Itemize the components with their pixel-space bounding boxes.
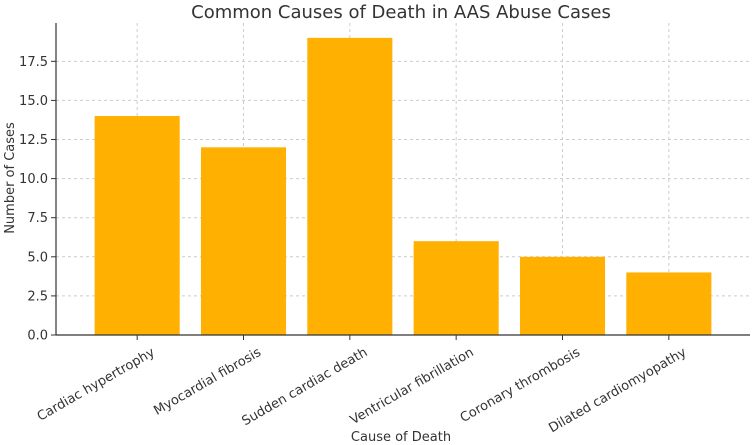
y-tick-label: 12.5 — [19, 133, 48, 148]
y-tick-label: 15.0 — [19, 94, 48, 109]
x-tick-label: Cardiac hypertrophy — [35, 345, 158, 425]
y-tick-label: 2.5 — [27, 289, 48, 304]
bar — [626, 272, 712, 335]
y-tick-labels: 0.0 2.5 5.0 7.5 10.0 12.5 15.0 17.5 — [19, 55, 56, 344]
bar — [519, 256, 606, 335]
x-axis-title: Cause of Death — [351, 430, 451, 445]
y-axis-title: Number of Cases — [3, 122, 18, 234]
bar — [94, 116, 180, 335]
y-tick-label: 5.0 — [27, 250, 48, 265]
bars — [94, 37, 712, 335]
y-tick-label: 17.5 — [19, 55, 48, 70]
chart-title: Common Causes of Death in AAS Abuse Case… — [191, 2, 611, 23]
bar — [413, 241, 499, 335]
bar — [307, 37, 393, 335]
x-tick-label: Myocardial fibrosis — [151, 345, 264, 419]
y-tick-label: 10.0 — [19, 172, 48, 187]
y-tick-label: 0.0 — [27, 329, 48, 344]
y-tick-label: 7.5 — [27, 211, 48, 226]
bar — [200, 147, 287, 335]
